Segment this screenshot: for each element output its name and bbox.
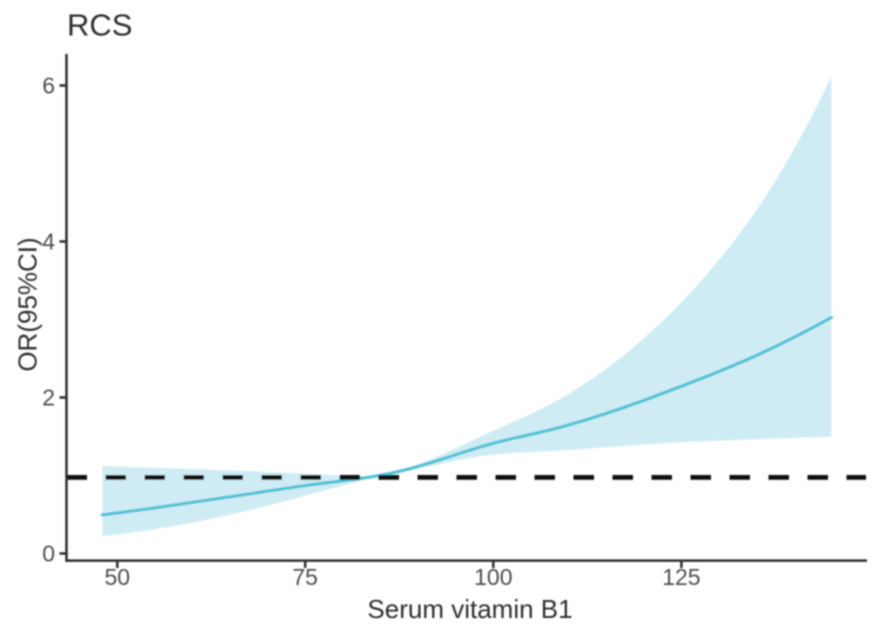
svg-text:RCS: RCS [67,8,132,43]
svg-text:6: 6 [42,73,55,99]
svg-text:OR(95%CI): OR(95%CI) [13,237,43,371]
svg-text:125: 125 [662,564,700,590]
svg-text:Serum vitamin B1: Serum vitamin B1 [367,594,572,624]
svg-text:4: 4 [42,229,55,255]
svg-text:50: 50 [105,564,131,590]
svg-text:2: 2 [42,385,55,411]
svg-text:75: 75 [292,564,318,590]
svg-text:100: 100 [474,564,512,590]
svg-text:0: 0 [42,541,55,567]
